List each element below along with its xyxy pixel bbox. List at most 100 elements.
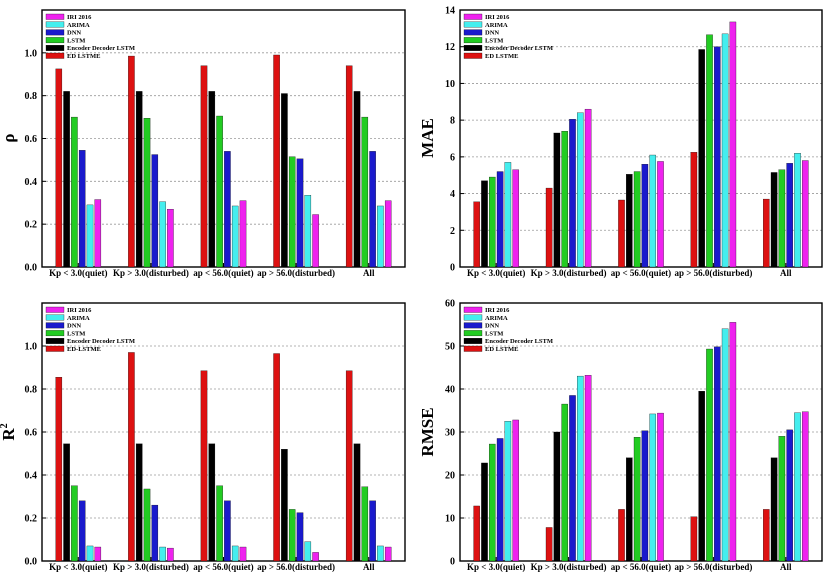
mae-bar-dnn-kp-3-0-quiet: [496, 171, 504, 268]
r-squared-category-label: Kp < 3.0(quiet): [49, 562, 107, 572]
r-squared-legend-label-iri-2016: IRI 2016: [67, 307, 92, 314]
mae-bar-encoder-decoder-lstm-kp-3-0-disturbed: [553, 132, 561, 268]
r-squared-bar-arima-kp-3-0-quiet: [86, 545, 94, 562]
rmse-legend-label-ed-lstme: ED LSTME: [485, 346, 518, 353]
mae-legend-label-encoder-decoder-lstm: Encoder Decoder LSTM: [485, 45, 553, 52]
rmse-bar-ed-lstme-kp-3-0-disturbed: [545, 527, 553, 562]
rho-legend-label-arima: ARIMA: [67, 22, 90, 29]
r-squared-legend-label-lstm: LSTM: [67, 330, 85, 337]
rmse-y-tick-label: 10: [445, 514, 455, 525]
panel-r-squared: 0.0 0.2 0.4 0.6 0.8 1.0 R2 Kp < 3.0(quiet) Kp > …: [0, 289, 412, 577]
rho-bar-lstm-kp-3-0-quiet: [71, 116, 78, 268]
mae-bar-iri-2016-ap-56-0-disturbed: [729, 21, 737, 268]
rmse-bar-lstm-kp-3-0-quiet: [489, 443, 496, 562]
r-squared-bar-arima-ap-56-0-quiet: [231, 545, 239, 562]
rmse-legend-label-iri-2016: IRI 2016: [485, 307, 510, 314]
rmse-bar-iri-2016-ap-56-0-quiet: [657, 412, 664, 562]
rmse-category-label: Kp > 3.0(disturbed): [531, 562, 607, 572]
r-squared-legend-swatch-encoder-decoder-lstm: [45, 338, 65, 344]
r-squared-legend-label-ed-lstme: ED-LSTME: [67, 346, 101, 353]
rmse-bar-dnn-all: [786, 429, 793, 562]
mae-legend-swatch-encoder-decoder-lstm: [463, 45, 483, 51]
rmse-bar-ed-lstme-ap-56-0-quiet: [618, 509, 625, 562]
mae-y-tick-label: 12: [445, 42, 455, 53]
rmse-category-label: ap < 56.0(quiet): [611, 562, 671, 572]
r-squared-y-axis-title: R2: [0, 423, 18, 440]
rmse-chart-svg: 0 10 20 30 40 50 60 RMSE Kp < 3.0(quiet) Kp > 3.0…: [418, 299, 823, 572]
mae-category-label: ap > 56.0(disturbed): [674, 268, 752, 278]
r-squared-y-tick-label: 0.2: [25, 514, 38, 525]
rmse-category-label: Kp < 3.0(quiet): [467, 562, 525, 572]
mae-bar-arima-all: [794, 153, 801, 268]
r-squared-legend-swatch-ed-lstme: [45, 345, 65, 352]
mae-bar-lstm-kp-3-0-quiet: [489, 176, 496, 268]
r-squared-bar-arima-ap-56-0-disturbed: [304, 541, 312, 562]
rho-y-tick-label: 1.0: [25, 48, 38, 59]
r-squared-category-label: ap > 56.0(disturbed): [257, 562, 335, 572]
rho-bar-ed-lstme-ap-56-0-disturbed: [273, 54, 280, 268]
rmse-bar-ed-lstme-kp-3-0-quiet: [473, 505, 480, 562]
mae-bar-iri-2016-ap-56-0-quiet: [657, 161, 664, 268]
rho-bar-encoder-decoder-lstm-ap-56-0-disturbed: [281, 93, 288, 268]
r-squared-bar-encoder-decoder-lstm-ap-56-0-disturbed: [281, 449, 288, 562]
r-squared-bar-lstm-ap-56-0-quiet: [216, 485, 223, 562]
panel-mae: 0 2 4 6 8 10 12 14 MAE Kp < 3.0(quiet) Kp > 3.0(di…: [413, 0, 825, 288]
mae-bar-arima-ap-56-0-disturbed: [721, 33, 729, 268]
mae-y-tick-label: 14: [445, 6, 455, 17]
mae-legend-swatch-arima: [463, 21, 483, 28]
rho-bar-encoder-decoder-lstm-kp-3-0-disturbed: [135, 91, 143, 268]
rho-bar-iri-2016-all: [384, 200, 392, 268]
rho-legend-label-ed-lstme: ED LSTME: [67, 53, 100, 60]
mae-bar-ed-lstme-kp-3-0-disturbed: [545, 187, 553, 268]
mae-bar-encoder-decoder-lstm-ap-56-0-quiet: [626, 174, 633, 268]
r-squared-bar-ed-lstme-kp-3-0-quiet: [55, 377, 63, 562]
rho-y-tick-label: 0.2: [25, 220, 38, 231]
r-squared-legend-swatch-dnn: [45, 322, 65, 329]
rmse-category-label: All: [780, 562, 792, 572]
rmse-bar-lstm-ap-56-0-disturbed: [706, 348, 713, 562]
rho-bar-lstm-kp-3-0-disturbed: [143, 118, 151, 268]
mae-category-label: Kp > 3.0(disturbed): [531, 268, 607, 278]
rho-bar-dnn-ap-56-0-quiet: [224, 151, 231, 268]
rho-bar-arima-kp-3-0-quiet: [86, 204, 94, 268]
rmse-legend-label-dnn: DNN: [485, 323, 499, 330]
r-squared-y-tick-label: 0.0: [25, 557, 38, 568]
r-squared-bar-iri-2016-kp-3-0-disturbed: [167, 547, 174, 562]
mae-chart-svg: 0 2 4 6 8 10 12 14 MAE Kp < 3.0(quiet) Kp > 3.0(di…: [418, 6, 823, 278]
rmse-bar-lstm-kp-3-0-disturbed: [561, 403, 568, 562]
r-squared-bar-arima-kp-3-0-disturbed: [159, 546, 166, 562]
r-squared-bar-dnn-ap-56-0-quiet: [224, 500, 231, 562]
rho-legend-swatch-iri-2016: [45, 13, 65, 20]
rho-bar-lstm-ap-56-0-disturbed: [288, 156, 296, 268]
r-squared-legend-swatch-lstm: [45, 330, 65, 337]
rho-y-axis-title: ρ: [0, 133, 18, 142]
r-squared-category-label: ap < 56.0(quiet): [193, 562, 253, 572]
rmse-legend-swatch-iri-2016: [463, 306, 483, 313]
mae-bar-iri-2016-kp-3-0-quiet: [512, 169, 519, 268]
rho-bar-ed-lstme-kp-3-0-disturbed: [128, 55, 135, 268]
rho-bar-encoder-decoder-lstm-all: [353, 91, 361, 268]
mae-legend-label-iri-2016: IRI 2016: [485, 14, 510, 21]
mae-bar-arima-kp-3-0-quiet: [504, 162, 512, 268]
rho-bar-ed-lstme-all: [345, 65, 353, 268]
rho-bar-dnn-kp-3-0-disturbed: [151, 154, 159, 268]
r-squared-bar-ed-lstme-ap-56-0-disturbed: [273, 353, 280, 562]
r-squared-bar-iri-2016-ap-56-0-quiet: [239, 546, 247, 562]
rho-bar-encoder-decoder-lstm-kp-3-0-quiet: [63, 91, 70, 268]
r-squared-bar-encoder-decoder-lstm-all: [353, 443, 361, 562]
mae-bar-dnn-all: [786, 163, 793, 268]
rho-bar-iri-2016-ap-56-0-disturbed: [312, 214, 319, 268]
mae-bar-lstm-all: [778, 169, 786, 268]
rho-legend-swatch-lstm: [45, 37, 65, 44]
rho-category-label: Kp < 3.0(quiet): [49, 268, 107, 278]
rmse-legend-swatch-encoder-decoder-lstm: [463, 338, 483, 344]
rho-category-label: All: [363, 268, 375, 278]
rho-bar-iri-2016-ap-56-0-quiet: [239, 200, 247, 268]
rmse-legend-swatch-ed-lstme: [463, 345, 483, 352]
r-squared-bar-iri-2016-ap-56-0-disturbed: [312, 552, 319, 562]
rho-bar-lstm-ap-56-0-quiet: [216, 115, 223, 268]
rmse-bar-dnn-kp-3-0-quiet: [496, 438, 504, 562]
rmse-y-tick-label: 30: [445, 428, 455, 439]
rmse-y-tick-label: 0: [450, 557, 455, 568]
r-squared-bar-iri-2016-all: [384, 546, 392, 562]
